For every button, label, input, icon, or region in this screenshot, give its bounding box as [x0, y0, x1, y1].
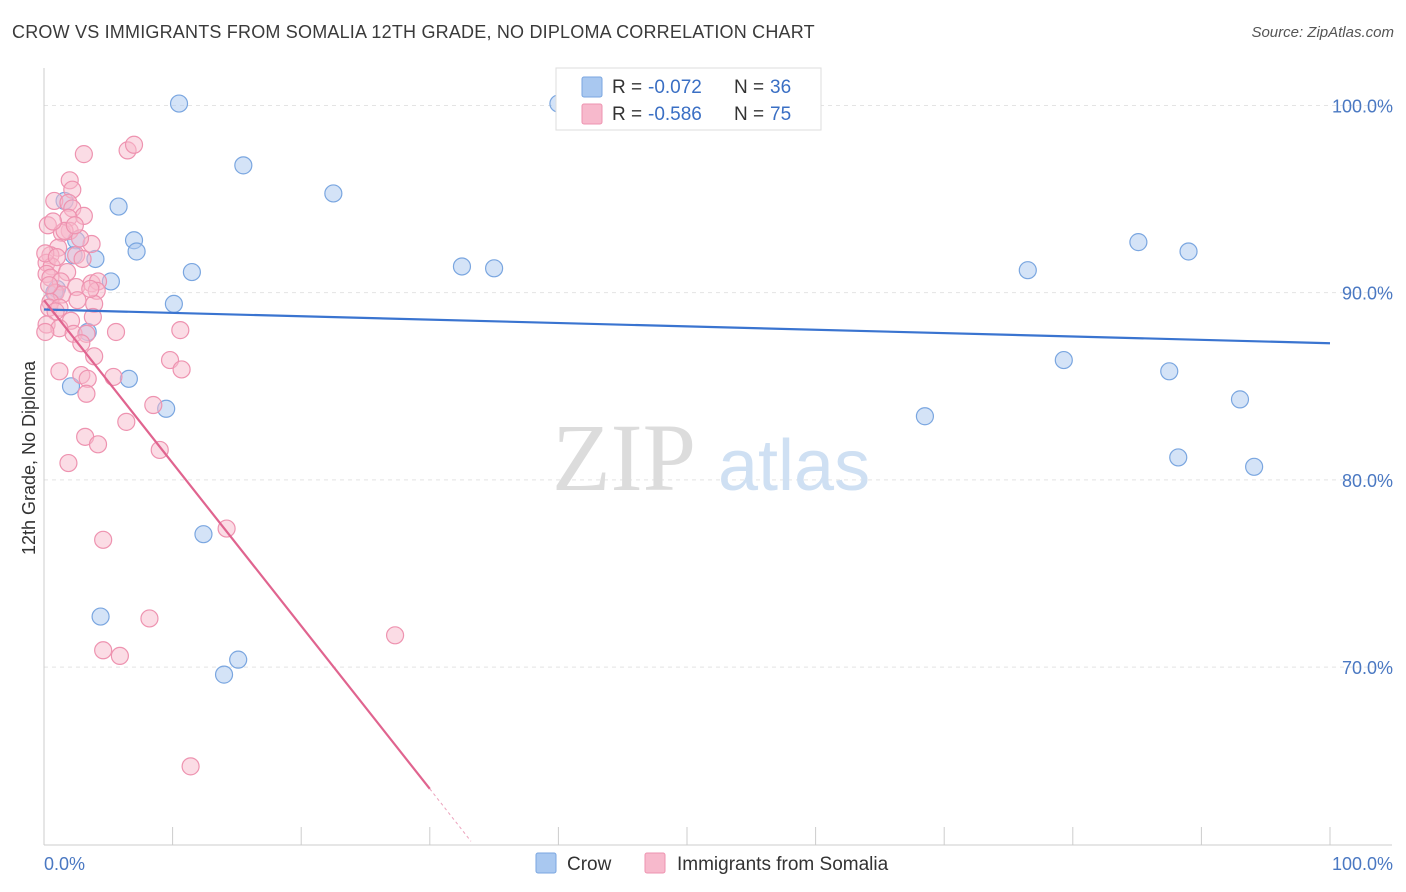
point-crow-19 — [164, 294, 183, 314]
point-crow-18 — [1179, 242, 1198, 261]
legend-r-value-crow: -0.072 — [648, 77, 702, 98]
point-somalia-65 — [110, 646, 129, 665]
point-somalia-57 — [88, 435, 108, 454]
point-somalia-43 — [106, 322, 126, 342]
point-crow-32 — [229, 650, 248, 669]
point-somalia-1 — [124, 135, 144, 154]
y-tick-label-2: 80.0% — [1342, 471, 1393, 491]
point-somalia-49 — [172, 360, 191, 379]
point-somalia-51 — [78, 369, 97, 388]
x-tick-label-0: 0.0% — [44, 854, 85, 874]
y-tick-label-1: 90.0% — [1342, 284, 1393, 304]
point-crow-26 — [1230, 390, 1250, 409]
point-somalia-59 — [59, 453, 78, 473]
point-somalia-62 — [385, 626, 405, 645]
grid-lines — [44, 104, 1392, 668]
legend-n-value-somalia: 75 — [770, 104, 791, 125]
axes — [43, 68, 1392, 846]
point-somalia-66 — [181, 757, 200, 776]
y-axis-label: 12th Grade, No Diploma — [19, 360, 39, 555]
trend-line-somalia — [43, 299, 431, 790]
legend-r-label-somalia: R = — [612, 104, 642, 125]
point-somalia-55 — [117, 412, 136, 431]
point-crow-21 — [1054, 350, 1073, 370]
watermark-atlas: atlas — [718, 426, 870, 506]
y-tick-label-0: 100.0% — [1332, 96, 1393, 116]
point-crow-0 — [169, 94, 189, 113]
trend-line-extension-somalia — [429, 788, 472, 842]
legend-n-value-crow: 36 — [770, 77, 791, 98]
point-somalia-69 — [40, 276, 59, 295]
point-somalia-45 — [72, 334, 91, 353]
point-crow-29 — [1245, 457, 1264, 476]
bottom-legend-swatch-crow — [535, 852, 557, 874]
watermark-zip: ZIP — [552, 404, 696, 511]
point-crow-30 — [194, 525, 213, 544]
legend: R = -0.072 N = 36 R = -0.586 N = 75 — [555, 67, 822, 131]
point-somalia-74 — [43, 212, 63, 231]
point-somalia-63 — [140, 609, 159, 628]
point-somalia-40 — [36, 322, 55, 342]
point-crow-11 — [182, 262, 201, 282]
point-somalia-73 — [65, 216, 84, 235]
legend-r-label-crow: R = — [612, 77, 642, 98]
trend-lines — [43, 299, 1331, 842]
bottom-legend-label-crow: Crow — [567, 854, 612, 875]
y-tick-label-3: 70.0% — [1342, 658, 1393, 678]
legend-n-label-somalia: N = — [734, 104, 764, 125]
point-somalia-44 — [171, 321, 190, 340]
point-somalia-48 — [50, 362, 69, 381]
point-somalia-54 — [144, 395, 163, 415]
legend-r-value-somalia: -0.586 — [648, 104, 702, 125]
point-crow-4 — [324, 184, 343, 203]
point-crow-23 — [119, 369, 138, 388]
point-crow-27 — [915, 407, 935, 426]
point-crow-16 — [1018, 261, 1037, 280]
legend-swatch-crow — [581, 76, 603, 98]
point-somalia-64 — [94, 641, 113, 660]
point-somalia-58 — [150, 440, 169, 460]
chart-title: CROW VS IMMIGRANTS FROM SOMALIA 12TH GRA… — [12, 22, 815, 42]
point-crow-24 — [61, 377, 81, 396]
point-crow-14 — [452, 257, 472, 276]
trend-line-crow — [43, 308, 1331, 345]
point-somalia-52 — [104, 367, 123, 387]
point-crow-5 — [109, 197, 128, 216]
point-crow-9 — [127, 242, 146, 261]
point-somalia-35 — [46, 302, 65, 321]
point-somalia-53 — [77, 384, 96, 403]
bottom-legend: Crow Immigrants from Somalia — [535, 852, 889, 875]
point-somalia-17 — [73, 249, 92, 269]
point-crow-31 — [91, 607, 110, 626]
point-somalia-2 — [74, 145, 93, 164]
point-somalia-72 — [81, 279, 100, 299]
bottom-legend-label-somalia: Immigrants from Somalia — [677, 854, 889, 875]
chart-source: Source: ZipAtlas.com — [1251, 24, 1394, 41]
point-crow-33 — [214, 665, 234, 684]
point-crow-28 — [1169, 448, 1188, 467]
point-crow-17 — [1129, 233, 1148, 252]
x-tick-label-1: 100.0% — [1332, 854, 1393, 874]
point-somalia-71 — [47, 248, 66, 267]
point-crow-3 — [234, 156, 253, 175]
point-somalia-60 — [94, 530, 113, 549]
point-somalia-36 — [83, 307, 102, 327]
legend-n-label-crow: N = — [734, 77, 764, 98]
data-points — [36, 94, 1264, 776]
legend-swatch-somalia — [581, 103, 603, 125]
bottom-legend-swatch-somalia — [644, 852, 666, 874]
point-crow-15 — [485, 259, 504, 278]
x-tick-labels: 0.0% 100.0% — [44, 854, 1393, 874]
point-crow-22 — [1160, 362, 1179, 381]
y-tick-labels: 100.0% 90.0% 80.0% 70.0% — [1332, 96, 1393, 678]
